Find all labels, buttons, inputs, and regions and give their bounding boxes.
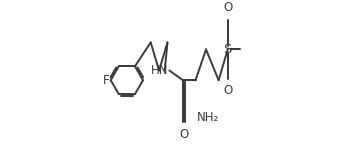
Text: S: S — [224, 43, 232, 56]
Text: O: O — [223, 84, 232, 97]
Text: F: F — [103, 74, 109, 87]
Text: HN: HN — [151, 64, 168, 77]
Text: NH₂: NH₂ — [197, 111, 219, 124]
Text: O: O — [223, 1, 232, 14]
Text: O: O — [179, 128, 189, 141]
